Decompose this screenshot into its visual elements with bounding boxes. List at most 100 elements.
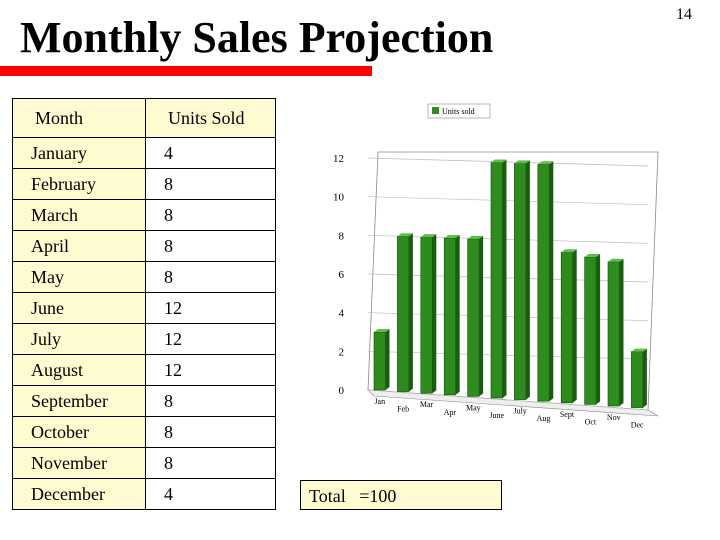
units-cell: 4	[145, 137, 276, 169]
gridline	[367, 389, 649, 411]
month-cell: October	[12, 416, 146, 448]
month-cell: May	[12, 261, 146, 293]
y-tick-label: 8	[339, 230, 345, 242]
units-sold-bar-chart: 0 2 4 6 8 10 12 Jan Feb Mar Apr May June July Aug Sept O…	[333, 103, 659, 430]
x-tick-label: Nov	[607, 413, 621, 422]
month-cell: February	[12, 168, 146, 200]
bar	[443, 237, 456, 396]
bar-side	[479, 235, 484, 397]
x-tick-label: Oct	[585, 417, 597, 426]
table-row: August 12	[12, 354, 276, 386]
month-cell: June	[12, 292, 146, 324]
bar-side	[385, 329, 390, 390]
legend-box	[427, 103, 491, 119]
bar	[420, 236, 433, 394]
gridline	[367, 234, 649, 244]
bar-side	[549, 161, 554, 402]
month-cell: January	[12, 137, 146, 169]
units-cell: 8	[145, 199, 276, 231]
x-tick-label: May	[466, 403, 481, 412]
table-row: June 12	[12, 292, 276, 324]
units-cell: 8	[145, 385, 276, 417]
gridline	[367, 312, 649, 322]
bar-top	[631, 348, 647, 352]
bar-side	[502, 159, 507, 398]
bar-top	[537, 161, 554, 165]
x-tick-label: July	[513, 407, 526, 416]
table-row: January 4	[12, 137, 276, 169]
bar-top	[374, 329, 390, 332]
table-row: May 8	[12, 261, 276, 293]
month-cell: November	[12, 447, 146, 479]
page-title: Monthly Sales Projection	[20, 13, 494, 62]
units-cell: 12	[145, 323, 276, 355]
total-box: Total =100	[300, 480, 502, 510]
y-tick-label: 12	[333, 153, 344, 165]
bar-side	[432, 234, 437, 394]
units-cell: 8	[145, 447, 276, 479]
title-underline	[0, 66, 372, 76]
table-row: April 8	[12, 230, 276, 262]
bar	[514, 163, 527, 400]
month-cell: March	[12, 199, 146, 231]
table-row: November 8	[12, 447, 276, 479]
month-column-header: Month	[12, 98, 146, 138]
units-cell: 8	[145, 416, 276, 448]
legend-label: Units sold	[442, 107, 475, 116]
bar	[397, 235, 410, 392]
month-cell: August	[12, 354, 146, 386]
x-tick-label: June	[489, 411, 504, 420]
units-cell: 12	[145, 354, 276, 386]
month-cell: July	[12, 323, 146, 355]
bar-top	[514, 160, 530, 164]
gridline	[367, 157, 649, 167]
y-tick-label: 0	[339, 385, 345, 397]
x-tick-label: Aug	[537, 414, 551, 423]
bar-side	[572, 249, 577, 403]
x-tick-label: Apr	[444, 408, 457, 417]
gridline	[367, 273, 649, 283]
sales-table: Month Units Sold January 4 February 8 March 8…	[12, 98, 276, 510]
table-row: September 8	[12, 385, 276, 417]
x-tick-label: Mar	[420, 400, 434, 409]
month-cell: December	[12, 478, 146, 510]
table-row: December 4	[12, 478, 276, 510]
bar-top	[584, 253, 601, 257]
y-tick-label: 10	[333, 192, 345, 204]
y-tick-label: 4	[339, 308, 345, 320]
gridline	[367, 196, 649, 206]
bar	[607, 261, 620, 407]
table-row: July 12	[12, 323, 276, 355]
bar-top	[467, 235, 484, 239]
bar-top	[444, 235, 460, 239]
units-cell: 12	[145, 292, 276, 324]
bar-side	[525, 160, 530, 400]
y-tick-label: 6	[339, 269, 345, 281]
bar	[467, 238, 480, 397]
table-header-row: Month Units Sold	[12, 98, 276, 138]
bar-side	[642, 348, 647, 408]
x-tick-label: Sept	[560, 410, 575, 419]
x-tick-label: Feb	[397, 405, 409, 414]
x-tick-label: Dec	[631, 421, 644, 430]
bar	[490, 162, 503, 399]
units-cell: 8	[145, 230, 276, 262]
units-cell: 8	[145, 261, 276, 293]
bar-side	[596, 253, 601, 405]
units-column-header: Units Sold	[145, 98, 276, 138]
total-value: =100	[359, 486, 397, 506]
bar-top	[561, 249, 577, 253]
month-cell: April	[12, 230, 146, 262]
bar-top	[397, 233, 413, 237]
bar	[537, 164, 550, 402]
table-row: March 8	[12, 199, 276, 231]
table-row: October 8	[12, 416, 276, 448]
bar-side	[619, 258, 624, 406]
bar-side	[455, 235, 460, 395]
bar	[373, 331, 386, 391]
bar	[631, 351, 644, 408]
bar-top	[608, 258, 624, 262]
legend-swatch	[432, 107, 439, 114]
units-cell: 8	[145, 168, 276, 200]
page-number: 14	[676, 6, 692, 23]
